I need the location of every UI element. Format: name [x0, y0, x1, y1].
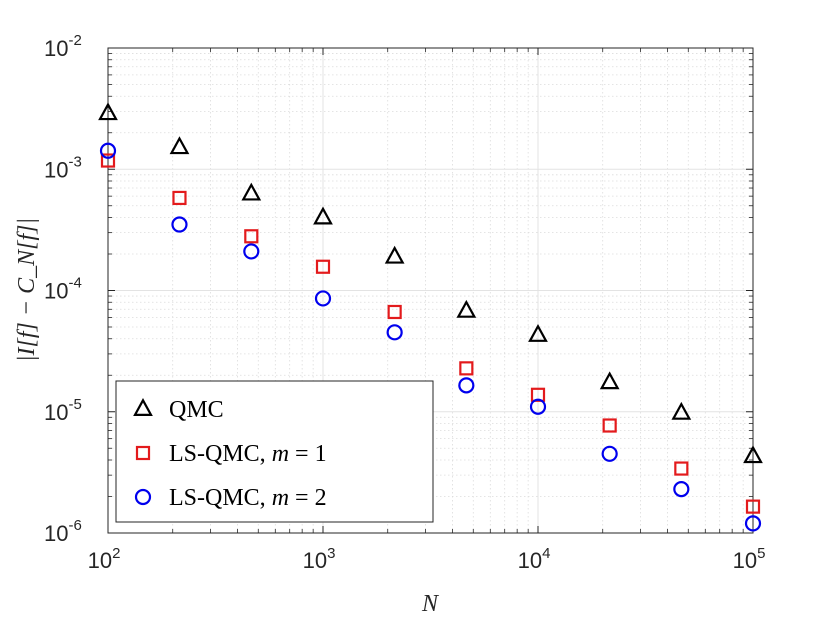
data-point-square-4: [387, 304, 402, 320]
data-point-square-3: [315, 259, 331, 274]
axis-ticks: [107, 47, 754, 534]
legend-marker-square: [135, 445, 151, 461]
legend-marker-circle: [134, 488, 152, 506]
data-point-square-0: [100, 153, 116, 168]
data-point-triangle-1: [169, 136, 190, 155]
data-point-circle-4: [386, 324, 403, 341]
legend-box: [115, 380, 434, 523]
legend-markers: [133, 398, 153, 506]
data-point-triangle-0: [98, 102, 118, 121]
data-point-triangle-8: [671, 401, 692, 420]
data-point-circle-5: [458, 377, 475, 394]
data-point-square-1: [172, 190, 187, 206]
legend: QMC LS-QMC, m = 1 LS-QMC, m = 2: [115, 380, 434, 523]
x-tick-label-3: 105: [733, 545, 766, 573]
y-tick-labels: 10-6 10-5 10-4 10-3 10-2: [44, 32, 82, 546]
data-point-circle-2: [243, 243, 260, 260]
data-point-circle-7: [601, 445, 618, 462]
x-tick-labels: 102 103 104 105: [88, 545, 766, 573]
legend-marker-triangle: [133, 398, 153, 416]
y-tick-label-4: 10-2: [44, 32, 82, 61]
data-point-square-8: [674, 461, 689, 476]
data-markers: [98, 102, 763, 532]
legend-entry-2: LS-QMC, m = 2: [169, 485, 327, 511]
data-point-triangle-9: [743, 445, 763, 464]
data-point-triangle-6: [528, 323, 548, 342]
legend-entry-1: LS-QMC, m = 1: [169, 441, 327, 467]
minor-grid: [108, 48, 753, 533]
data-point-circle-6: [529, 398, 547, 415]
data-point-triangle-7: [599, 371, 620, 390]
legend-entry-0: QMC: [169, 397, 224, 423]
data-point-circle-9: [744, 515, 762, 532]
data-point-circle-3: [314, 290, 332, 307]
data-point-triangle-5: [456, 299, 477, 318]
x-tick-label-2: 104: [518, 545, 551, 573]
data-point-triangle-4: [384, 245, 405, 264]
data-point-triangle-3: [313, 206, 333, 225]
data-point-square-2: [244, 229, 259, 244]
data-point-circle-8: [673, 481, 690, 498]
data-point-circle-0: [99, 142, 117, 159]
data-point-triangle-2: [241, 182, 262, 201]
data-point-square-9: [745, 499, 761, 514]
x-axis-label: N: [421, 591, 440, 617]
x-tick-label-1: 103: [303, 545, 336, 573]
data-point-circle-1: [171, 216, 188, 233]
data-point-square-5: [459, 361, 474, 376]
data-point-square-7: [602, 418, 617, 433]
y-tick-label-3: 10-3: [44, 153, 82, 182]
y-axis-label: |I[f] − C_N[f]|: [14, 218, 40, 362]
x-tick-label-0: 102: [88, 545, 121, 573]
y-tick-label-1: 10-5: [44, 396, 82, 425]
y-tick-label-2: 10-4: [44, 275, 82, 304]
y-tick-label-0: 10-6: [44, 517, 82, 546]
